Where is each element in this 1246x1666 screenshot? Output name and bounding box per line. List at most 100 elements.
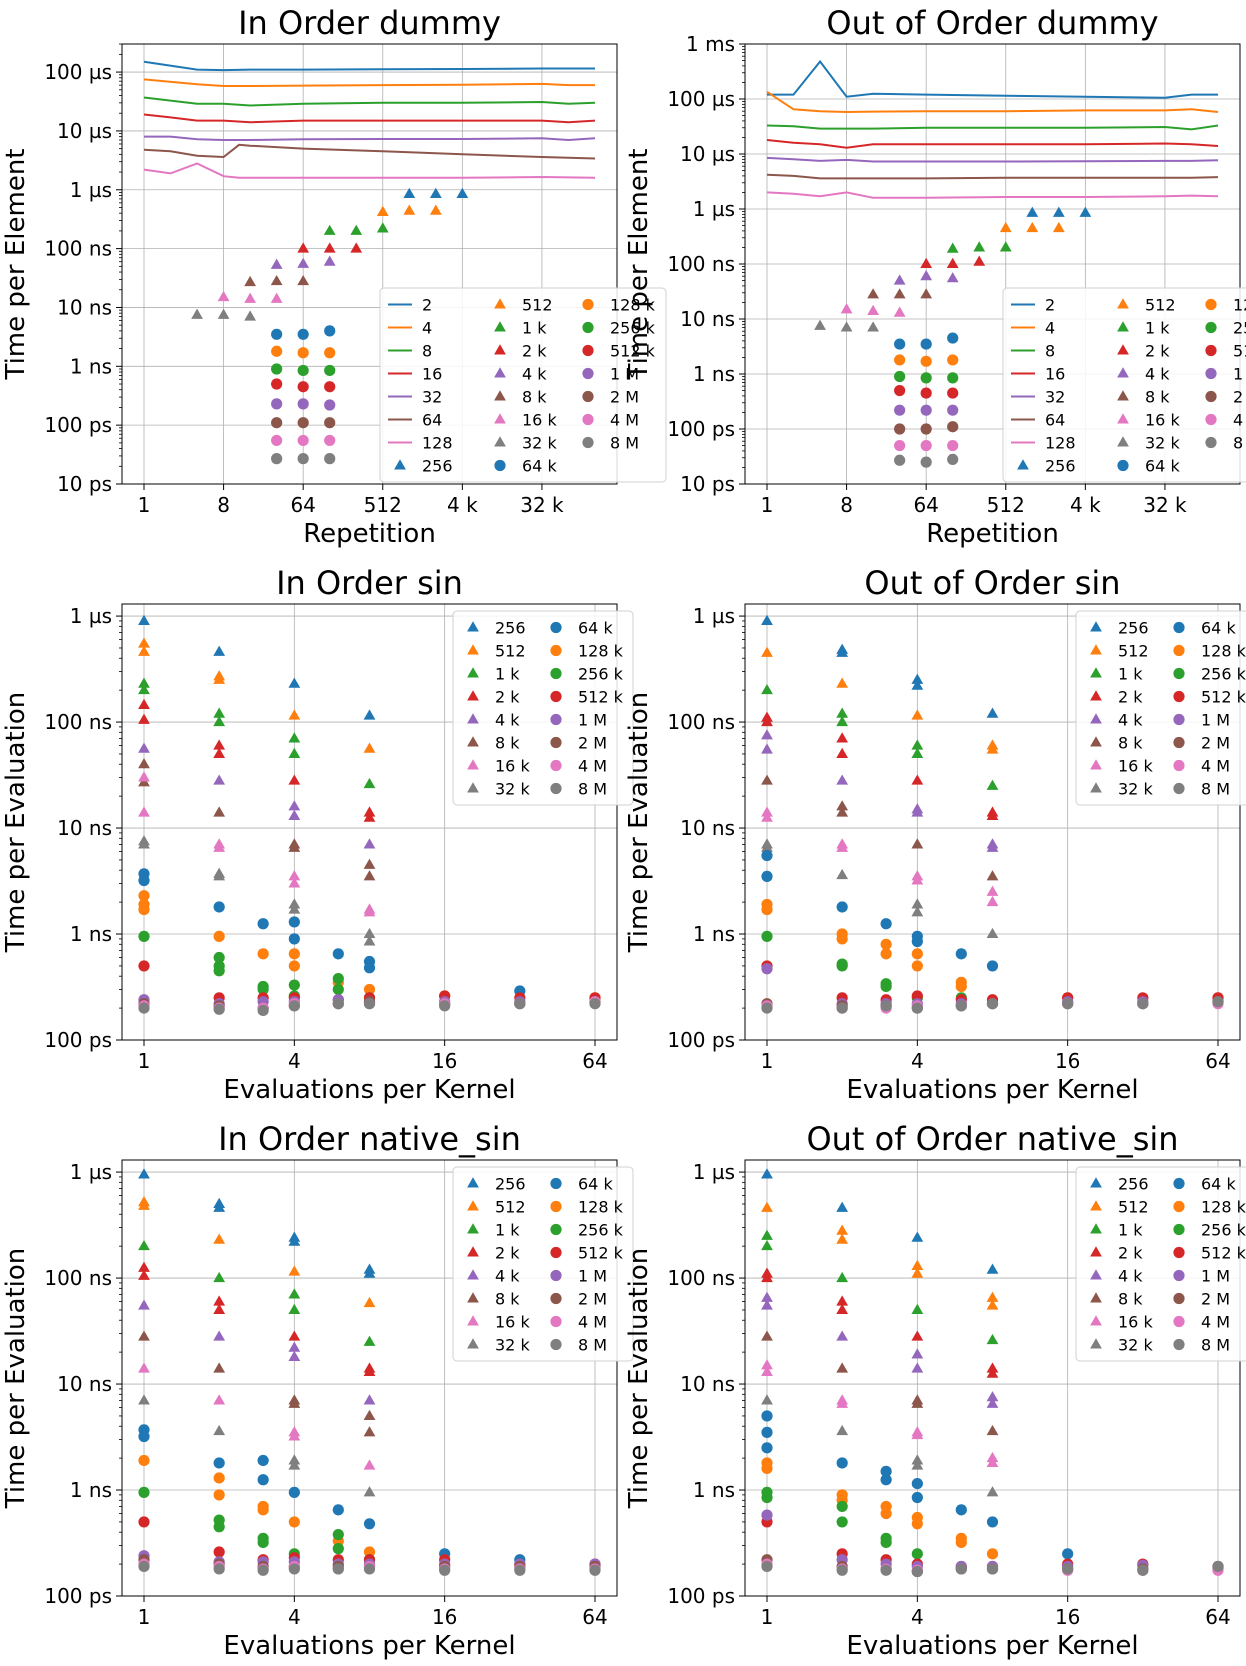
legend-marker-swatch: [467, 759, 479, 770]
data-point: [213, 1295, 226, 1306]
data-point: [761, 841, 773, 852]
legend-marker-swatch: [550, 1338, 562, 1351]
data-point: [761, 614, 773, 625]
data-point: [836, 1516, 848, 1528]
legend-marker-swatch: [494, 344, 506, 355]
data-point: [213, 1394, 226, 1405]
data-point: [288, 898, 301, 909]
legend-marker-swatch: [1090, 736, 1102, 747]
data-point: [761, 1426, 773, 1438]
legend-marker-swatch: [1173, 1315, 1185, 1328]
legend-marker-swatch: [1090, 1338, 1102, 1349]
data-point: [920, 439, 932, 452]
legend-marker-swatch: [582, 367, 594, 380]
data-point: [911, 906, 924, 917]
legend-label: 512: [495, 642, 526, 661]
data-point: [514, 998, 526, 1010]
data-point: [324, 381, 336, 393]
data-point: [138, 806, 150, 817]
legend-label: 16 k: [522, 411, 557, 430]
legend-label: 64 k: [1201, 619, 1236, 638]
legend-label: 128: [422, 434, 453, 453]
data-point: [1212, 996, 1224, 1008]
data-point: [761, 1201, 773, 1212]
data-point: [947, 439, 959, 452]
data-point: [363, 1486, 376, 1497]
y-tick-label: 100 ps: [667, 417, 735, 441]
data-point: [911, 774, 924, 785]
data-point: [1052, 206, 1065, 217]
legend-label: 2 M: [578, 734, 607, 753]
legend-marker-swatch: [1090, 782, 1102, 793]
data-point: [138, 1454, 150, 1467]
legend-label: 512: [1118, 642, 1149, 661]
y-tick-label: 100 ps: [44, 413, 112, 437]
data-point: [138, 838, 150, 849]
legend-label: 1 M: [578, 1267, 607, 1286]
y-tick-label: 100 ns: [667, 252, 735, 276]
x-tick-label: 4: [288, 1049, 301, 1073]
data-point: [403, 187, 416, 198]
legend-label: 8: [1045, 342, 1055, 361]
data-point: [761, 1560, 773, 1573]
data-point: [986, 1563, 999, 1575]
legend-label: 8 M: [610, 434, 639, 453]
data-point: [947, 453, 959, 466]
series-line: [143, 162, 596, 179]
y-tick-label: 10 µs: [680, 142, 735, 166]
legend-marker-swatch: [394, 459, 406, 470]
x-tick-label: 32 k: [520, 493, 564, 517]
data-point: [213, 1233, 226, 1244]
data-point: [836, 1424, 849, 1436]
y-tick-label: 1 ns: [70, 1478, 112, 1502]
data-point: [880, 1465, 892, 1477]
data-point: [836, 1362, 849, 1373]
data-point: [363, 709, 376, 720]
chart-panel-5: 1 4 16 64 100 ps 1 ns 10 ns 100 ns 1 µs In Order …: [1, 1120, 634, 1661]
legend-marker-swatch: [1117, 367, 1129, 378]
legend-marker-swatch: [550, 713, 562, 726]
data-point: [271, 378, 283, 390]
data-point: [880, 948, 892, 960]
data-point: [894, 338, 906, 350]
data-point: [1062, 998, 1074, 1010]
legend-label: 128 k: [1201, 1198, 1246, 1217]
legend-marker-swatch: [1017, 459, 1029, 470]
legend-label: 32 k: [1118, 1336, 1153, 1355]
data-point: [1026, 221, 1039, 233]
data-point: [986, 1391, 999, 1402]
data-point: [894, 384, 906, 397]
legend-label: 64: [422, 411, 442, 430]
data-point: [894, 370, 906, 383]
data-point: [376, 222, 389, 233]
data-point: [363, 742, 376, 753]
legend-marker-swatch: [1205, 321, 1217, 334]
y-tick-label: 1 ms: [686, 32, 735, 56]
data-point: [911, 1002, 923, 1014]
series-line: [143, 78, 595, 87]
x-tick-label: 8: [840, 493, 853, 517]
data-point: [761, 930, 773, 942]
data-point: [920, 456, 932, 468]
data-point: [439, 1000, 451, 1012]
x-tick-label: 64: [582, 1605, 607, 1629]
x-tick-label: 16: [432, 1049, 457, 1073]
legend-label: 64 k: [1145, 457, 1180, 476]
legend-label: 2 M: [578, 1290, 607, 1309]
data-point: [138, 713, 150, 724]
plot-frame: [121, 43, 618, 485]
legend-marker-swatch: [1090, 644, 1102, 655]
data-point: [138, 1168, 150, 1179]
data-point: [836, 1201, 849, 1212]
legend-label: 1 M: [578, 711, 607, 730]
legend-marker-swatch: [1205, 413, 1217, 426]
legend-label: 32 k: [495, 1336, 530, 1355]
data-point: [836, 868, 849, 880]
data-point: [350, 224, 363, 235]
x-tick-label: 4: [911, 1049, 924, 1073]
legend-label: 256 k: [578, 1221, 624, 1240]
data-point: [332, 1563, 344, 1575]
data-point: [363, 1335, 376, 1346]
data-point: [986, 960, 999, 972]
legend: 256 512 1 k 2 k 4 k 8 k 16 k 32 k 64 k 128 k 256 k…: [1075, 1166, 1246, 1362]
